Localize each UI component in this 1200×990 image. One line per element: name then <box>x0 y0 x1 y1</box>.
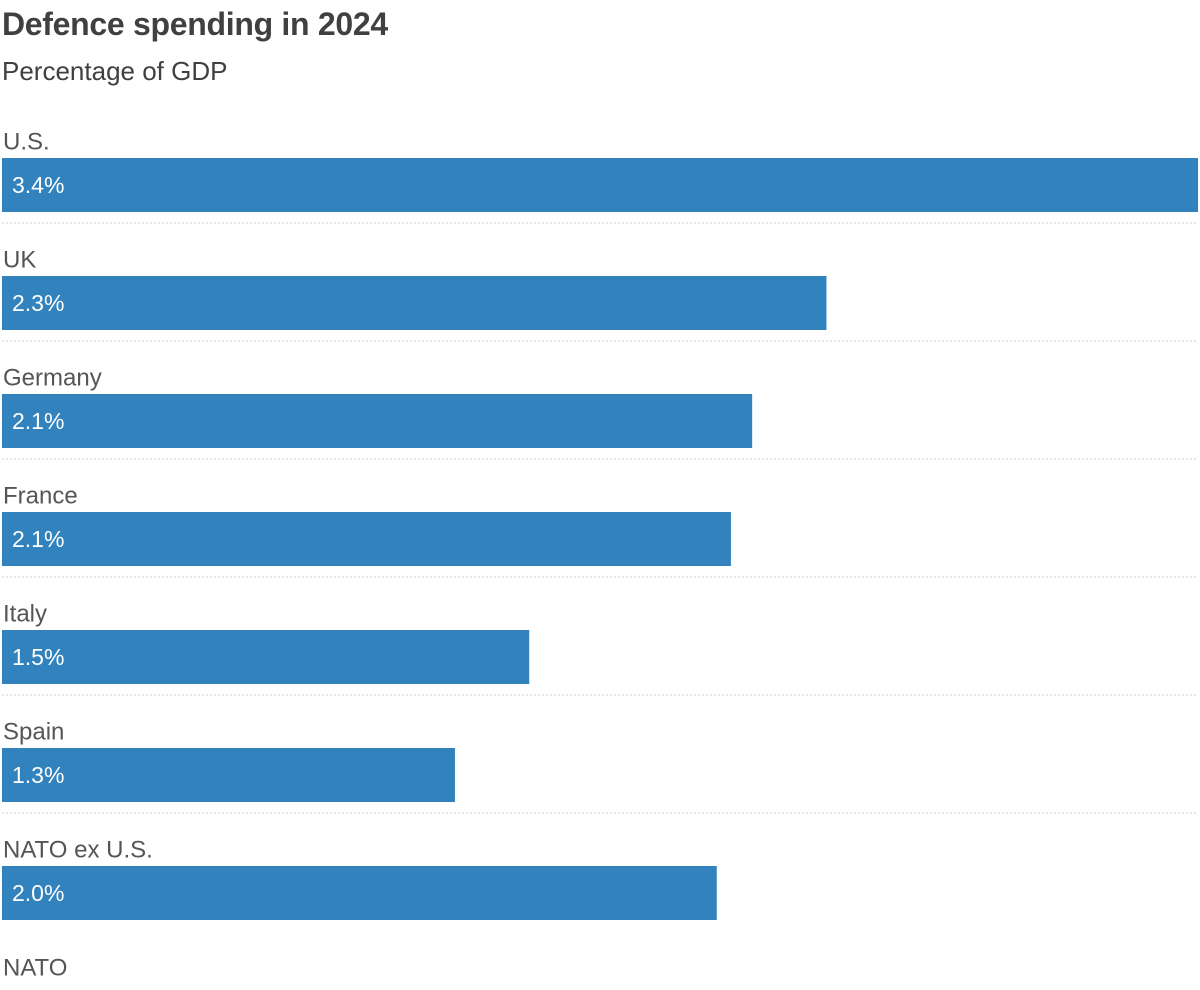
bar <box>2 158 1198 212</box>
value-label: 2.1% <box>12 408 64 434</box>
bar <box>2 276 827 330</box>
bar <box>2 630 530 684</box>
value-label: 2.1% <box>12 526 64 552</box>
value-label: 2.3% <box>12 290 64 316</box>
bar <box>2 748 455 802</box>
bar <box>2 866 717 920</box>
category-label: France <box>3 483 78 510</box>
category-label: Spain <box>3 719 64 746</box>
chart-subtitle: Percentage of GDP <box>2 56 228 86</box>
value-label: 2.0% <box>12 880 64 906</box>
category-label: Italy <box>3 601 47 628</box>
category-label: UK <box>3 247 36 274</box>
value-label: 1.3% <box>12 762 64 788</box>
value-label: 1.5% <box>12 644 64 670</box>
category-label: NATO <box>3 955 67 982</box>
category-label: Germany <box>3 365 102 392</box>
bar <box>2 512 731 566</box>
category-label: NATO ex U.S. <box>3 837 153 864</box>
category-label: U.S. <box>3 129 50 156</box>
value-label: 3.4% <box>12 172 64 198</box>
chart-title: Defence spending in 2024 <box>2 6 388 42</box>
bar <box>2 394 753 448</box>
